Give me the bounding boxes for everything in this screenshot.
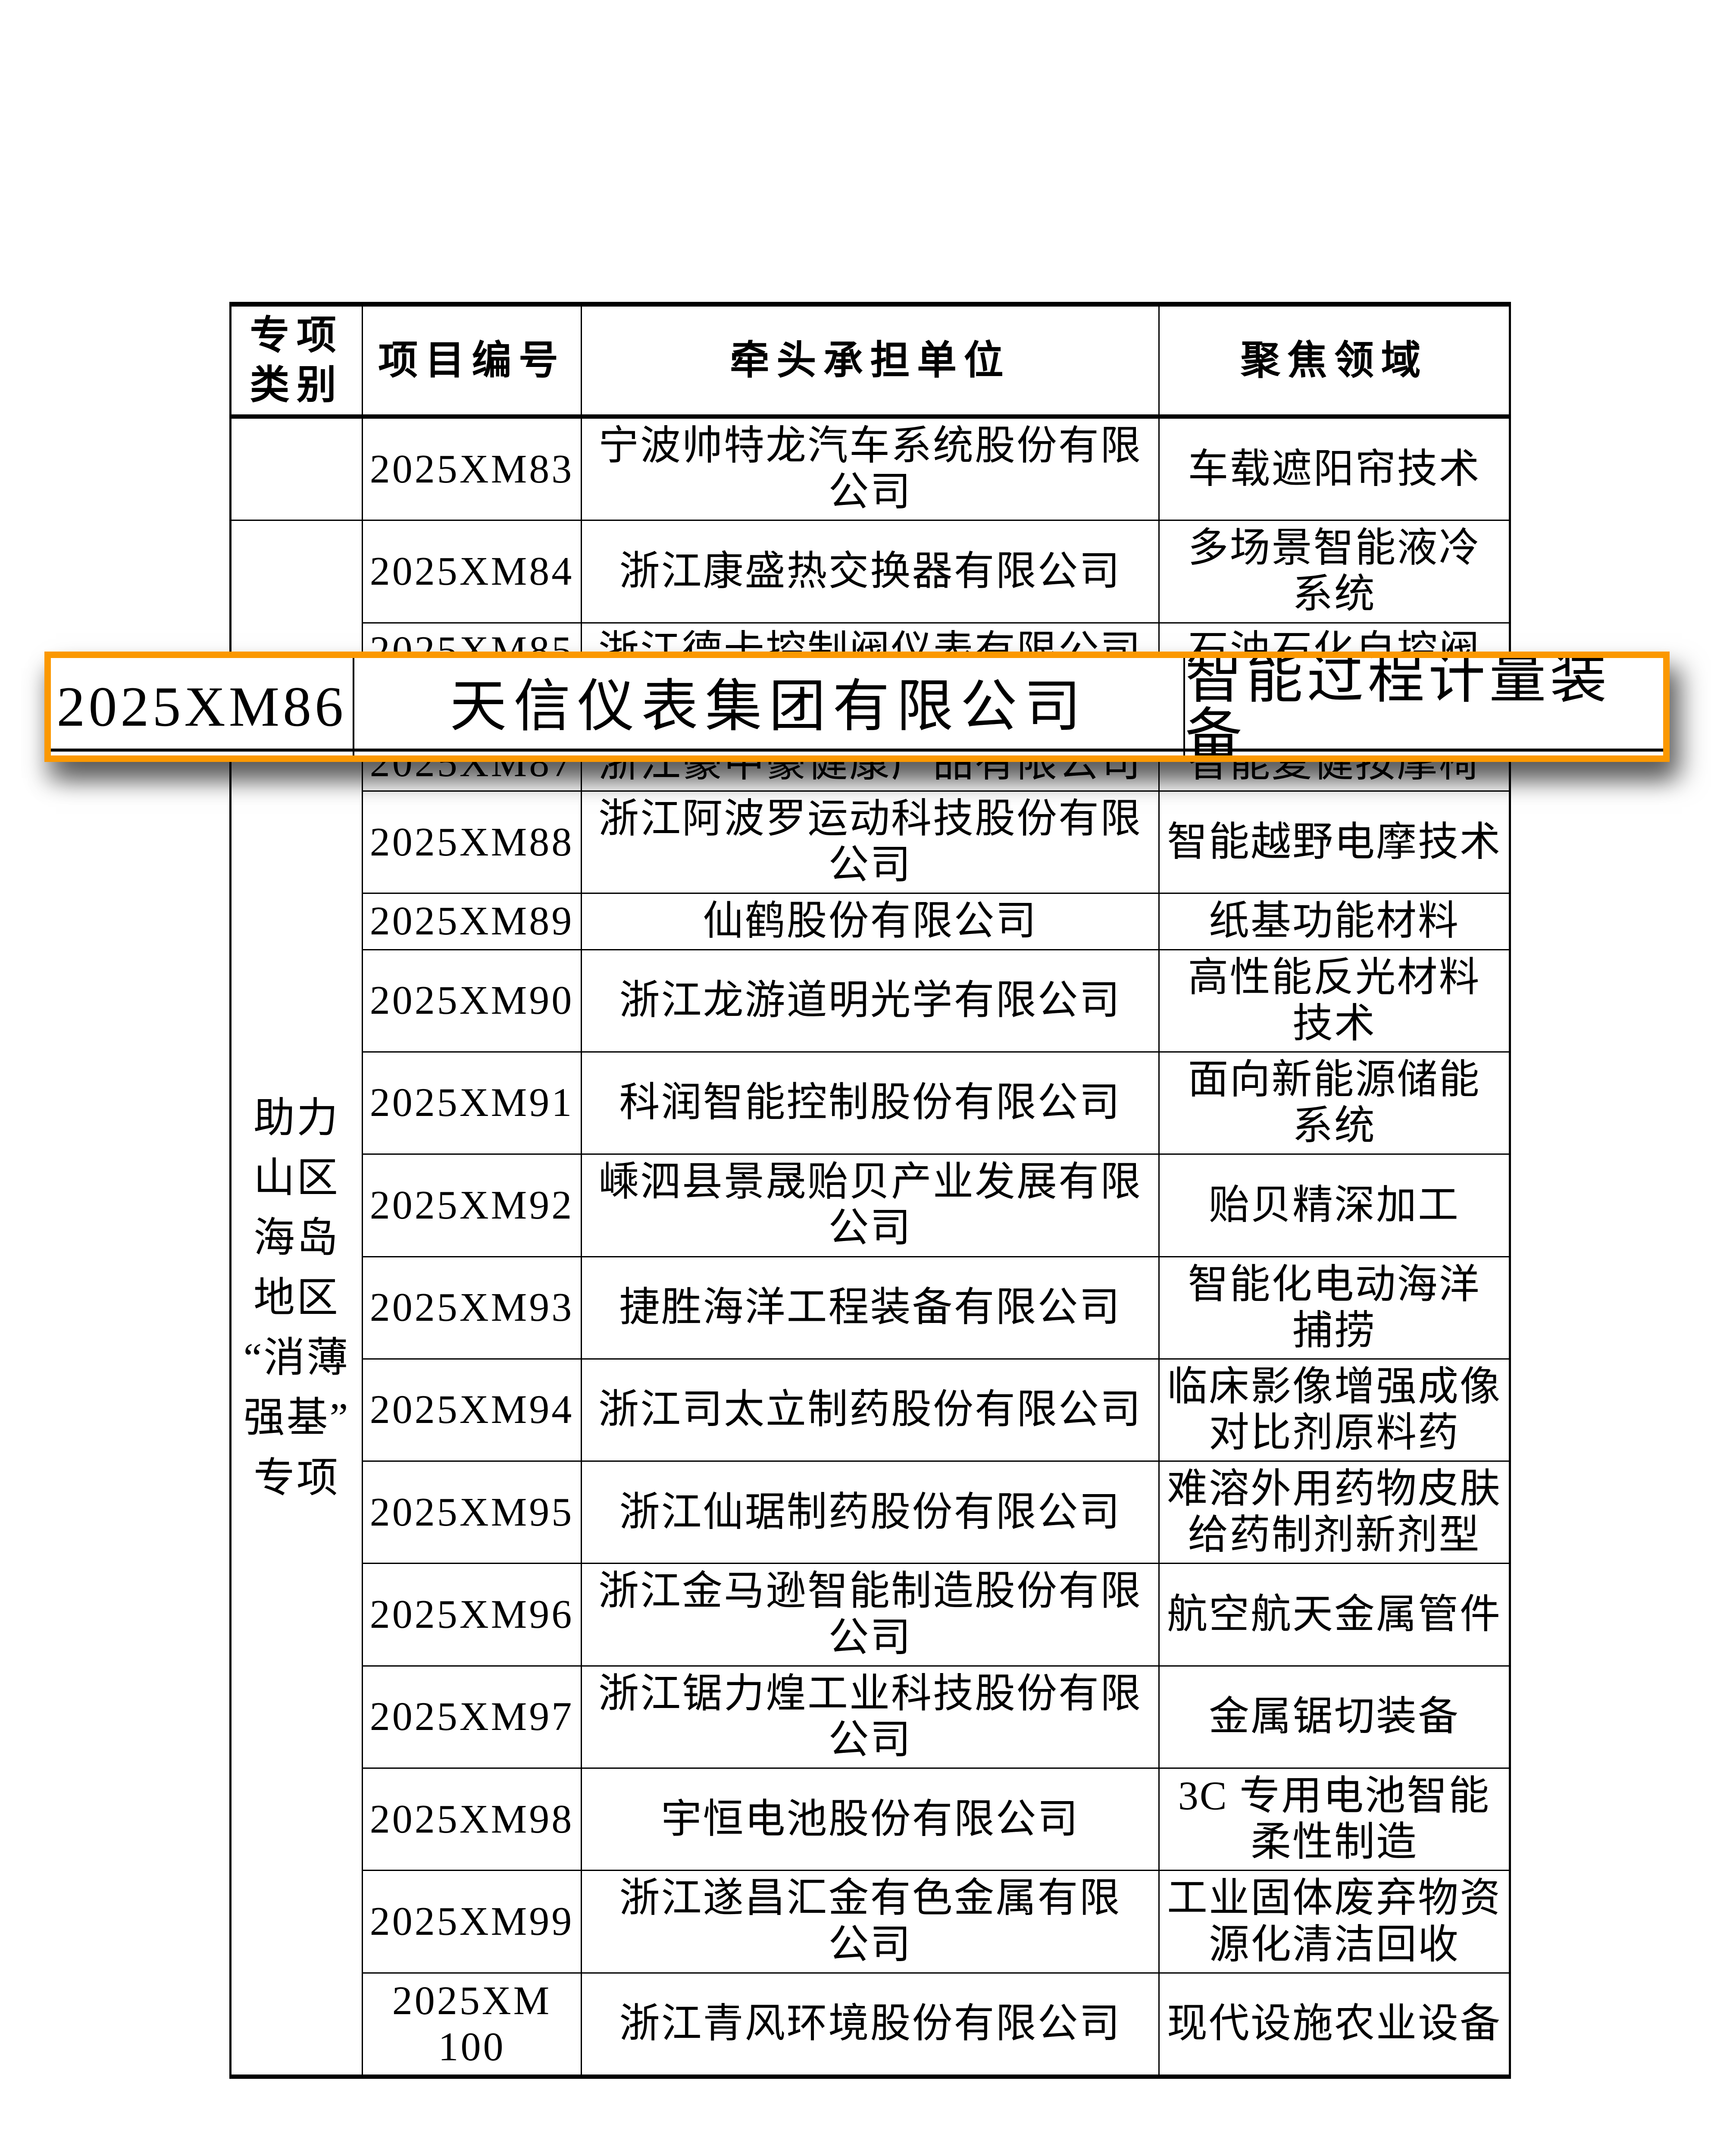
focus-area: 临床影像增强成像 对比剂原料药	[1158, 1358, 1511, 1462]
table-row: 2025XM91 科润智能控制股份有限公司 面向新能源储能 系统	[231, 1051, 1511, 1155]
table-row: 2025XM88 浙江阿波罗运动科技股份有限 公司 智能越野电摩技术	[231, 790, 1511, 894]
table-row: 2025XM83 宁波帅特龙汽车系统股份有限 公司 车载遮阳帘技术	[230, 416, 1511, 521]
focus-area: 金属锯切装备	[1158, 1665, 1511, 1769]
project-id: 2025XM95	[362, 1460, 582, 1564]
focus-area: 智能越野电摩技术	[1158, 790, 1511, 894]
company-name: 浙江仙琚制药股份有限公司	[581, 1460, 1160, 1564]
project-id: 2025XM98	[362, 1767, 582, 1871]
company-name: 浙江金马逊智能制造股份有限 公司	[581, 1563, 1160, 1667]
focus-area: 车载遮阳帘技术	[1158, 416, 1511, 521]
highlight-overlay-row-2025xm86: 2025XM86 天信仪表集团有限公司 智能过程计量装备	[44, 652, 1670, 762]
focus-area: 现代设施农业设备	[1158, 1972, 1511, 2078]
project-id: 2025XM99	[362, 1870, 582, 1974]
category-cell-merged: 助力 山区 海岛 地区 “消薄 强基” 专项	[230, 520, 363, 2078]
focus-area: 工业固体废弃物资 源化清洁回收	[1158, 1870, 1511, 1974]
overlay-row-bottom-border	[51, 749, 1663, 752]
company-name: 浙江康盛热交换器有限公司	[581, 520, 1160, 624]
project-id: 2025XM88	[362, 790, 582, 894]
header-category: 专项 类别	[230, 304, 363, 419]
focus-area: 贻贝精深加工	[1158, 1153, 1511, 1257]
focus-area: 纸基功能材料	[1158, 893, 1511, 950]
project-id: 2025XM89	[362, 893, 582, 950]
overlay-company-name: 天信仪表集团有限公司	[352, 658, 1184, 755]
company-name: 宁波帅特龙汽车系统股份有限 公司	[581, 416, 1160, 521]
focus-area: 3C 专用电池智能 柔性制造	[1158, 1767, 1511, 1871]
company-name: 浙江锯力煌工业科技股份有限 公司	[581, 1665, 1160, 1769]
project-id: 2025XM84	[362, 520, 582, 624]
table-row: 2025XM97 浙江锯力煌工业科技股份有限 公司 金属锯切装备	[231, 1665, 1511, 1769]
company-name: 仙鹤股份有限公司	[581, 893, 1160, 950]
table-row: 助力 山区 海岛 地区 “消薄 强基” 专项 2025XM84 浙江康盛热交换器…	[230, 520, 1511, 2078]
company-name: 浙江遂昌汇金有色金属有限 公司	[581, 1870, 1160, 1974]
company-name: 捷胜海洋工程装备有限公司	[581, 1256, 1160, 1360]
project-id: 2025XM92	[362, 1153, 582, 1257]
table-row: 2025XM92 嵊泗县景晟贻贝产业发展有限 公司 贻贝精深加工	[231, 1153, 1511, 1257]
category-cell-empty	[230, 416, 363, 521]
table-row: 2025XM 100 浙江青风环境股份有限公司 现代设施农业设备	[231, 1972, 1511, 2078]
company-name: 浙江青风环境股份有限公司	[581, 1972, 1160, 2078]
project-id: 2025XM93	[362, 1256, 582, 1360]
company-name: 浙江司太立制药股份有限公司	[581, 1358, 1160, 1462]
overlay-focus-area: 智能过程计量装备	[1183, 658, 1663, 755]
focus-area: 航空航天金属管件	[1158, 1563, 1511, 1667]
table-row: 2025XM93 捷胜海洋工程装备有限公司 智能化电动海洋 捕捞	[231, 1256, 1511, 1360]
table-row: 2025XM94 浙江司太立制药股份有限公司 临床影像增强成像 对比剂原料药	[231, 1358, 1511, 1462]
table-row: 2025XM96 浙江金马逊智能制造股份有限 公司 航空航天金属管件	[231, 1563, 1511, 1667]
table-row: 2025XM90 浙江龙游道明光学有限公司 高性能反光材料 技术	[231, 949, 1511, 1053]
project-id: 2025XM96	[362, 1563, 582, 1667]
table-header-row: 专项 类别 项目编号 牵头承担单位 聚焦领域	[230, 304, 1511, 419]
focus-area: 智能化电动海洋 捕捞	[1158, 1256, 1511, 1360]
project-table: 专项 类别 项目编号 牵头承担单位 聚焦领域 2025XM83 宁波帅特龙汽车系…	[229, 302, 1511, 2079]
header-focus-area: 聚焦领域	[1158, 304, 1511, 419]
table-row: 2025XM99 浙江遂昌汇金有色金属有限 公司 工业固体废弃物资 源化清洁回收	[231, 1870, 1511, 1974]
project-id: 2025XM83	[362, 416, 582, 521]
focus-area: 难溶外用药物皮肤 给药制剂新剂型	[1158, 1460, 1511, 1564]
company-name: 浙江阿波罗运动科技股份有限 公司	[581, 790, 1160, 894]
project-id: 2025XM97	[362, 1665, 582, 1769]
company-name: 宇恒电池股份有限公司	[581, 1767, 1160, 1871]
project-id: 2025XM94	[362, 1358, 582, 1462]
focus-area: 高性能反光材料 技术	[1158, 949, 1511, 1053]
project-id: 2025XM90	[362, 949, 582, 1053]
header-lead-unit: 牵头承担单位	[581, 304, 1160, 419]
company-name: 浙江龙游道明光学有限公司	[581, 949, 1160, 1053]
table-row: 2025XM95 浙江仙琚制药股份有限公司 难溶外用药物皮肤 给药制剂新剂型	[231, 1460, 1511, 1564]
focus-area: 面向新能源储能 系统	[1158, 1051, 1511, 1155]
project-id: 2025XM 100	[362, 1972, 582, 2078]
focus-area: 多场景智能液冷 系统	[1158, 520, 1511, 624]
company-name: 嵊泗县景晟贻贝产业发展有限 公司	[581, 1153, 1160, 1257]
table-row: 2025XM89 仙鹤股份有限公司 纸基功能材料	[231, 893, 1511, 950]
overlay-project-id: 2025XM86	[56, 675, 347, 738]
table-row: 2025XM98 宇恒电池股份有限公司 3C 专用电池智能 柔性制造	[231, 1767, 1511, 1871]
header-project-id: 项目编号	[362, 304, 582, 419]
project-id: 2025XM91	[362, 1051, 582, 1155]
company-name: 科润智能控制股份有限公司	[581, 1051, 1160, 1155]
